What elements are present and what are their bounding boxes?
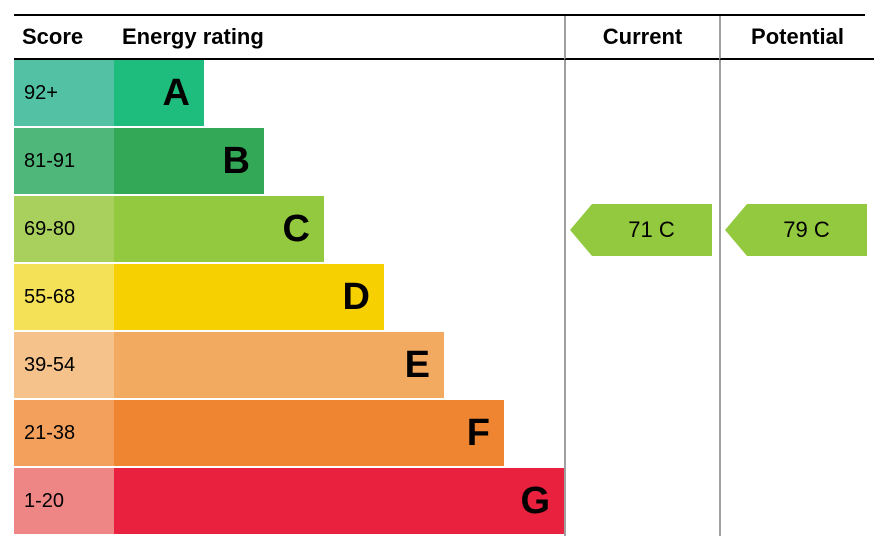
potential-badge: 79 C: [747, 204, 867, 256]
rating-bar-cell: B: [114, 128, 564, 196]
rating-bar: F: [114, 400, 504, 466]
score-range: 69-80: [14, 196, 114, 264]
rating-bar-cell: E: [114, 332, 564, 400]
rating-bar: G: [114, 468, 564, 534]
score-range: 39-54: [14, 332, 114, 400]
potential-cell: 79 C: [719, 196, 874, 264]
rating-bar-cell: G: [114, 468, 564, 536]
rating-bar: C: [114, 196, 324, 262]
rating-bar-cell: C: [114, 196, 564, 264]
score-range: 81-91: [14, 128, 114, 196]
potential-cell: [719, 128, 874, 196]
score-range: 92+: [14, 60, 114, 128]
current-cell: [564, 264, 719, 332]
rating-bar: B: [114, 128, 264, 194]
header-current: Current: [564, 16, 719, 60]
current-cell: [564, 468, 719, 536]
header-rating: Energy rating: [114, 16, 564, 60]
header-potential: Potential: [719, 16, 874, 60]
energy-rating-chart: Score Energy rating Current Potential 92…: [14, 14, 865, 536]
rating-bar-cell: A: [114, 60, 564, 128]
current-cell: 71 C: [564, 196, 719, 264]
potential-cell: [719, 60, 874, 128]
current-cell: [564, 400, 719, 468]
rating-bar: D: [114, 264, 384, 330]
header-score: Score: [14, 16, 114, 60]
score-range: 1-20: [14, 468, 114, 536]
current-cell: [564, 60, 719, 128]
score-range: 21-38: [14, 400, 114, 468]
potential-cell: [719, 332, 874, 400]
current-cell: [564, 128, 719, 196]
rating-bar: E: [114, 332, 444, 398]
rating-bar-cell: D: [114, 264, 564, 332]
rating-bar-cell: F: [114, 400, 564, 468]
score-range: 55-68: [14, 264, 114, 332]
potential-cell: [719, 468, 874, 536]
current-cell: [564, 332, 719, 400]
potential-cell: [719, 400, 874, 468]
potential-cell: [719, 264, 874, 332]
rating-bar: A: [114, 60, 204, 126]
current-badge: 71 C: [592, 204, 712, 256]
